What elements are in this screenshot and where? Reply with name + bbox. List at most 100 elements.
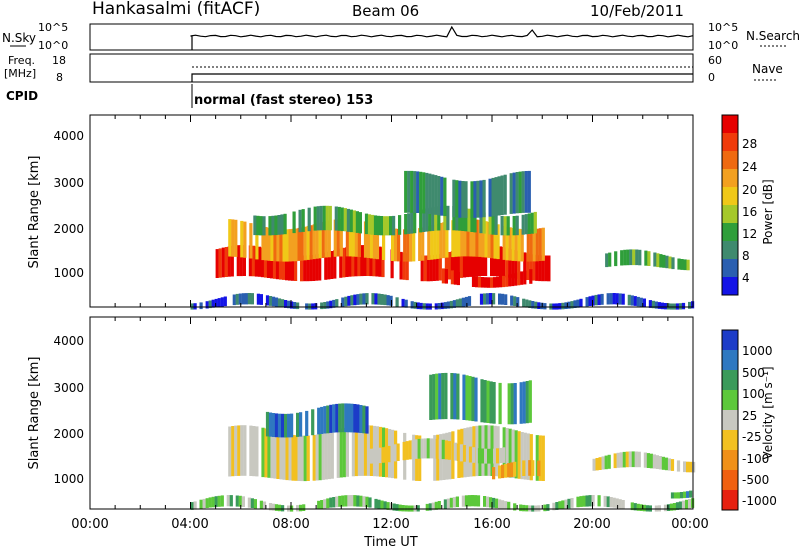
heatmap-cell [524, 171, 528, 213]
heatmap-cell [323, 406, 327, 434]
heatmap-cell [467, 296, 472, 306]
freq-label-2: [MHz] [4, 67, 36, 80]
velocity-tick-marks [89, 317, 694, 509]
heatmap-cell [353, 404, 357, 433]
heatmap-cell [399, 251, 403, 280]
heatmap-cell [423, 438, 427, 459]
heatmap-cell [315, 434, 319, 481]
heatmap-cell [594, 294, 598, 306]
heatmap-cell [288, 434, 292, 481]
heatmap-cell [529, 229, 533, 262]
heatmap-cell [480, 448, 485, 464]
heatmap-cell [279, 432, 283, 480]
heatmap-cell [271, 296, 276, 307]
heatmap-cell [514, 250, 518, 279]
heatmap-cell [622, 451, 626, 468]
heatmap-cell [277, 298, 282, 308]
heatmap-cell [298, 209, 302, 233]
heatmap-cell [499, 447, 503, 464]
heatmap-cell [535, 228, 539, 262]
power-y-tick-4000: 4000 [53, 129, 84, 143]
heatmap-cell [190, 502, 194, 510]
x-tick-04: 04:00 [171, 517, 208, 532]
heatmap-cell [630, 295, 634, 306]
heatmap-cell [500, 175, 504, 216]
heatmap-cell [464, 181, 468, 218]
heatmap-cell [490, 222, 494, 259]
heatmap-cell [320, 302, 324, 310]
heatmap-cell [326, 405, 330, 434]
heatmap-cell [294, 228, 298, 262]
heatmap-cell [228, 219, 232, 257]
heatmap-cell [663, 504, 668, 512]
heatmap-cell [315, 254, 319, 281]
heatmap-cell [526, 229, 530, 262]
heatmap-cell [636, 503, 640, 511]
heatmap-cell [413, 211, 417, 234]
heatmap-cell [395, 504, 399, 511]
vel-cbar-tick-1000: 1000 [742, 344, 773, 358]
heatmap-cell [390, 249, 394, 279]
heatmap-cell [257, 246, 261, 277]
heatmap-cell [541, 435, 545, 481]
heatmap-cell [464, 296, 469, 307]
heatmap-cell [449, 300, 453, 309]
heatmap-cell [515, 215, 519, 236]
heatmap-cell [256, 215, 260, 236]
heatmap-cell [507, 463, 511, 478]
heatmap-cell [199, 499, 203, 509]
heatmap-cell [473, 181, 477, 218]
heatmap-cell [347, 495, 351, 507]
heatmap-cell [513, 461, 517, 477]
heatmap-cell [419, 171, 423, 214]
vel-cbar-tick-25: 25 [742, 409, 757, 423]
heatmap-cell [688, 301, 692, 309]
power-y-tick-1000: 1000 [53, 266, 84, 280]
heatmap-cell [255, 224, 259, 260]
heatmap-cell [468, 446, 473, 463]
heatmap-cell [492, 497, 496, 508]
heatmap-cell [505, 247, 509, 278]
heatmap-cell [477, 245, 482, 277]
heatmap-cell [315, 223, 319, 259]
heatmap-cell [498, 465, 502, 479]
heatmap-cell [576, 299, 580, 308]
heatmap-cell [525, 299, 529, 308]
heatmap-cell [471, 246, 476, 277]
heatmap-cell [454, 219, 458, 257]
heatmap-cell [338, 403, 342, 433]
power-y-tick-2000: 2000 [53, 222, 84, 236]
heatmap-cell [429, 374, 433, 420]
heatmap-cell [389, 216, 393, 236]
heatmap-cell [350, 495, 354, 507]
heatmap-cell [459, 444, 463, 462]
heatmap-cell [303, 435, 307, 482]
heatmap-cell [455, 299, 459, 308]
heatmap-cell [642, 504, 646, 512]
heatmap-cell [260, 247, 265, 278]
heatmap-cell [332, 299, 336, 308]
heatmap-cell [514, 228, 518, 262]
heatmap-cell [631, 451, 635, 468]
heatmap-cell [604, 455, 608, 470]
heatmap-cell [263, 248, 268, 278]
heatmap-cell [254, 246, 258, 277]
heatmap-cell [579, 298, 583, 308]
heatmap-cell [564, 302, 568, 309]
heatmap-cell [477, 448, 482, 464]
colorbar-segment [722, 115, 738, 134]
heatmap-cell [654, 301, 658, 309]
heatmap-cell [443, 499, 447, 509]
heatmap-cell [294, 435, 298, 481]
heatmap-cell [601, 456, 605, 470]
heatmap-cell [307, 207, 311, 232]
heatmap-cell [367, 214, 372, 235]
heatmap-cell [259, 216, 263, 236]
heatmap-cell [408, 440, 412, 460]
noise-left-label: N.Sky [2, 31, 36, 45]
heatmap-cell [591, 295, 595, 306]
colorbar-frame [721, 329, 739, 511]
heatmap-cell [228, 426, 232, 477]
heatmap-cell [489, 497, 493, 508]
heatmap-cell [324, 432, 328, 480]
